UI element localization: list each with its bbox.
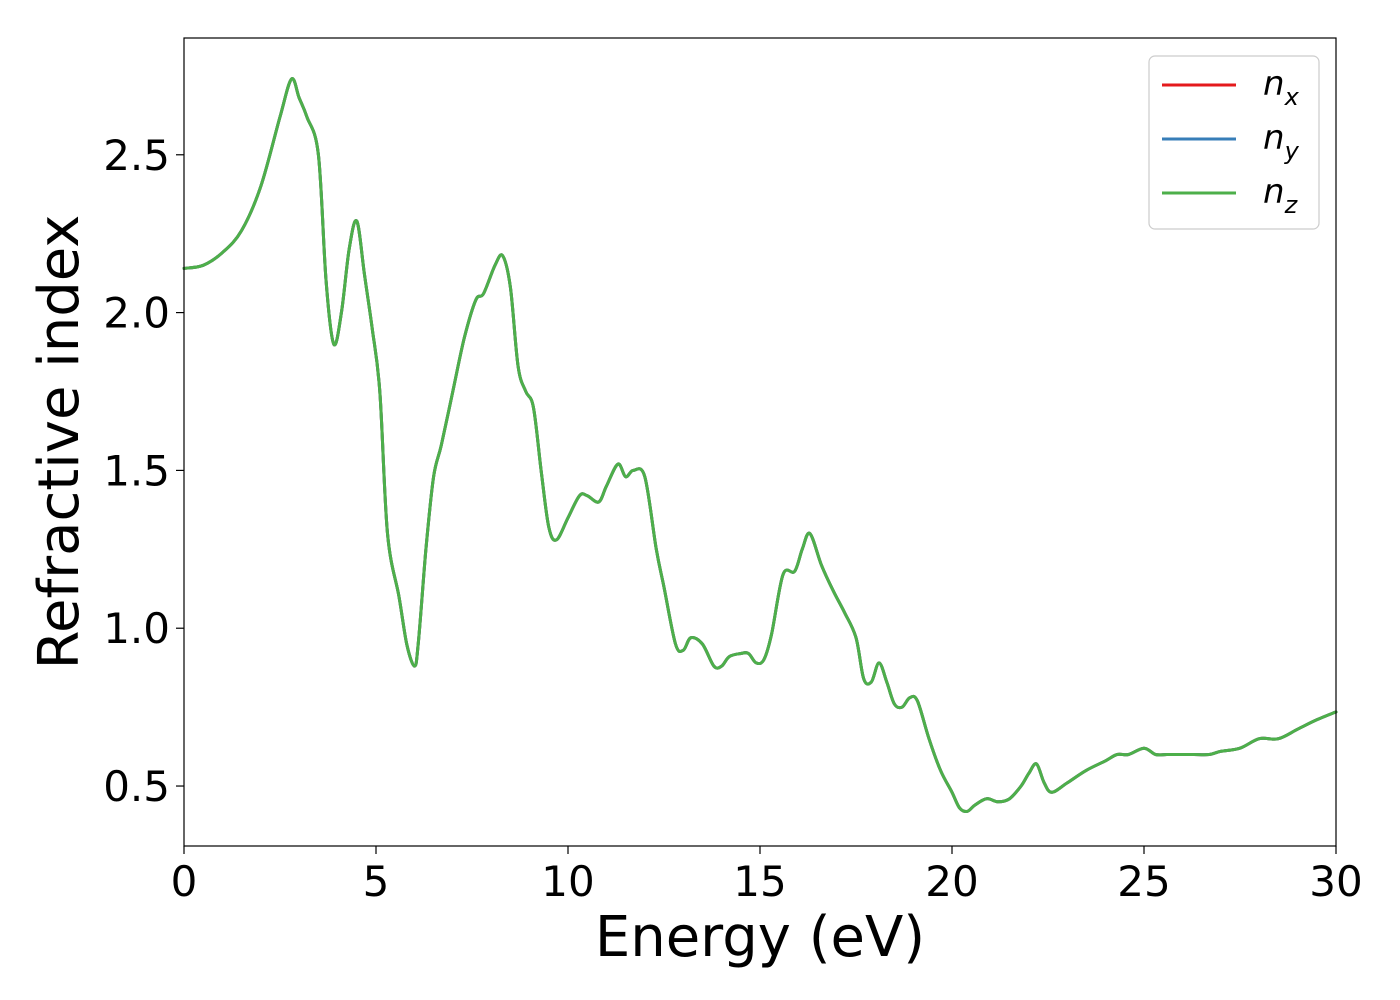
x-tick-label: 0 — [171, 857, 198, 906]
plot-frame — [183, 37, 1337, 847]
y-tick-label: 2.0 — [103, 289, 170, 338]
series-line-nz — [182, 77, 1338, 813]
x-tick-label: 30 — [1309, 857, 1362, 906]
legend-label-base: n — [1263, 118, 1285, 158]
legend-label-nz: nz — [1263, 172, 1299, 219]
y-tick-label: 2.5 — [103, 131, 170, 180]
y-axis-label: Refractive index — [27, 215, 92, 670]
legend-box — [1148, 55, 1320, 230]
x-tick-label: 5 — [363, 857, 390, 906]
y-tick-label: 0.5 — [103, 762, 170, 811]
x-tick-label: 25 — [1117, 857, 1170, 906]
x-tick-label: 15 — [733, 857, 786, 906]
legend-label-subscript: x — [1284, 83, 1300, 111]
ticks: 0 5 10 15 20 25 30 0.5 1.0 1.5 2.0 2.5 — [103, 131, 1363, 906]
legend-label-subscript: z — [1284, 191, 1299, 219]
series-lines — [182, 77, 1338, 813]
legend-label-nx: nx — [1263, 64, 1300, 111]
x-axis-label: Energy (eV) — [595, 905, 925, 970]
legend-label-ny: ny — [1263, 118, 1300, 165]
x-tick-label: 10 — [541, 857, 594, 906]
y-tick-label: 1.5 — [103, 446, 170, 495]
x-tick-label: 20 — [925, 857, 978, 906]
legend-label-subscript: y — [1284, 137, 1300, 165]
y-tick-label: 1.0 — [103, 604, 170, 653]
legend-label-base: n — [1263, 64, 1285, 104]
legend-label-base: n — [1263, 172, 1285, 212]
